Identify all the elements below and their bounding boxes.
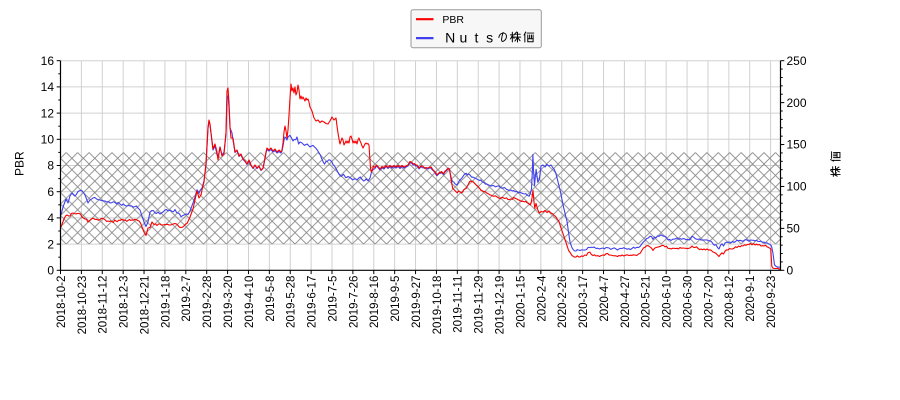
svg-text:2020-2-26: 2020-2-26	[557, 276, 569, 328]
svg-text:50: 50	[787, 222, 801, 236]
svg-text:2020-3-17: 2020-3-17	[578, 276, 590, 328]
svg-text:2018-10-2: 2018-10-2	[56, 276, 68, 328]
svg-text:2019-11-11: 2019-11-11	[453, 276, 465, 333]
svg-text:2020-7-20: 2020-7-20	[703, 276, 715, 328]
svg-text:2019-10-18: 2019-10-18	[432, 276, 444, 335]
svg-text:2: 2	[47, 237, 54, 251]
svg-text:2019-9-5: 2019-9-5	[390, 276, 402, 322]
svg-text:2019-2-28: 2019-2-28	[202, 276, 214, 328]
svg-text:10: 10	[41, 133, 55, 147]
svg-text:250: 250	[787, 54, 807, 68]
svg-text:2019-11-29: 2019-11-29	[474, 276, 486, 334]
svg-text:150: 150	[787, 138, 807, 152]
svg-text:0: 0	[47, 264, 54, 278]
svg-text:2019-5-8: 2019-5-8	[265, 276, 277, 322]
svg-text:0: 0	[787, 264, 794, 278]
svg-text:2020-8-12: 2020-8-12	[724, 276, 736, 328]
svg-text:s: s	[486, 30, 493, 46]
svg-text:100: 100	[787, 180, 807, 194]
svg-text:2019-4-10: 2019-4-10	[244, 276, 256, 328]
svg-text:2018-12-3: 2018-12-3	[119, 276, 131, 328]
svg-text:4: 4	[47, 211, 54, 225]
svg-text:2020-6-10: 2020-6-10	[662, 276, 674, 328]
svg-text:t: t	[474, 30, 478, 46]
svg-text:2019-3-20: 2019-3-20	[223, 276, 235, 328]
svg-text:8: 8	[47, 159, 54, 173]
svg-text:PBR: PBR	[442, 14, 464, 26]
svg-text:2020-4-27: 2020-4-27	[620, 276, 632, 328]
svg-text:N: N	[445, 30, 455, 46]
svg-text:PBR: PBR	[13, 151, 27, 176]
svg-text:2019-9-27: 2019-9-27	[411, 276, 423, 328]
svg-text:2019-6-17: 2019-6-17	[307, 276, 319, 328]
svg-text:u: u	[460, 30, 468, 46]
svg-text:2019-12-19: 2019-12-19	[494, 276, 506, 335]
svg-text:16: 16	[41, 54, 55, 68]
svg-text:2020-5-21: 2020-5-21	[641, 276, 653, 328]
svg-text:2020-2-4: 2020-2-4	[536, 275, 548, 322]
svg-text:200: 200	[787, 96, 807, 110]
svg-text:2019-7-26: 2019-7-26	[348, 276, 360, 328]
svg-text:2020-6-30: 2020-6-30	[682, 276, 694, 328]
svg-text:2020-9-23: 2020-9-23	[766, 276, 778, 328]
svg-text:6: 6	[47, 185, 54, 199]
svg-text:2020-1-15: 2020-1-15	[515, 276, 527, 328]
svg-text:2019-5-28: 2019-5-28	[286, 276, 298, 328]
svg-text:2020-9-1: 2020-9-1	[745, 276, 757, 322]
svg-text:14: 14	[41, 80, 55, 94]
svg-text:2019-2-7: 2019-2-7	[181, 276, 193, 322]
svg-text:2020-4-7: 2020-4-7	[599, 276, 611, 322]
svg-text:2018-10-23: 2018-10-23	[77, 276, 89, 335]
svg-text:2019-8-16: 2019-8-16	[369, 276, 381, 328]
svg-text:2019-7-5: 2019-7-5	[327, 276, 339, 322]
svg-text:2018-12-21: 2018-12-21	[139, 276, 151, 335]
svg-text:2019-1-18: 2019-1-18	[160, 276, 172, 328]
svg-text:12: 12	[41, 106, 55, 120]
svg-text:2018-11-12: 2018-11-12	[98, 276, 110, 334]
